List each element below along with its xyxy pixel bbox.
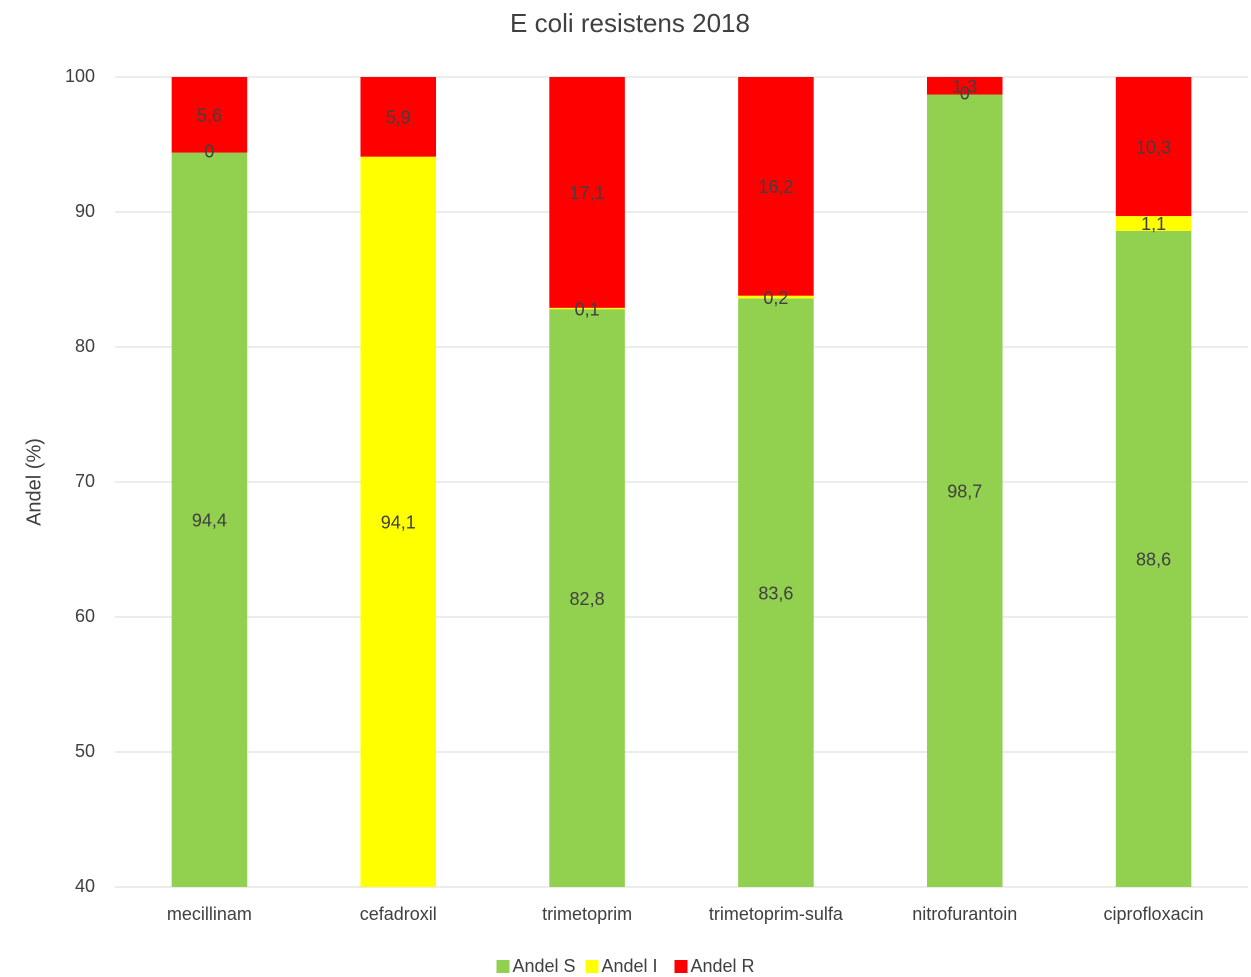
legend-label: Andel R	[691, 956, 755, 976]
legend-swatch	[674, 960, 688, 973]
x-tick-label: ciprofloxacin	[1104, 904, 1204, 924]
legend-swatch	[496, 960, 510, 973]
legend-label: Andel I	[602, 956, 658, 976]
data-label: 82,8	[570, 589, 605, 609]
y-tick-label: 60	[75, 606, 95, 626]
data-label: 10,3	[1136, 137, 1171, 157]
chart-title: E coli resistens 2018	[510, 8, 750, 38]
bar-segment	[738, 295, 814, 299]
data-label: 5,6	[197, 106, 222, 126]
data-label: 0,2	[763, 288, 788, 308]
bar-segment	[926, 77, 1003, 95]
data-label: 17,1	[570, 183, 605, 203]
x-tick-label: cefadroxil	[360, 904, 437, 924]
y-tick-label: 100	[65, 66, 95, 86]
x-tick-label: trimetoprim-sulfa	[709, 904, 844, 924]
data-label: 88,6	[1136, 550, 1171, 570]
bar-segment	[1115, 230, 1192, 887]
data-label: 1,1	[1141, 214, 1166, 234]
bar-segment	[171, 77, 248, 153]
bar-segment	[360, 156, 437, 887]
data-label: 5,9	[386, 108, 411, 128]
bar-segment	[360, 77, 437, 157]
bar-segment	[549, 77, 625, 308]
data-label: 0,1	[575, 299, 600, 319]
y-tick-label: 50	[75, 741, 95, 761]
y-tick-label: 90	[75, 201, 95, 221]
data-label: 94,4	[192, 511, 227, 531]
legend-label: Andel S	[513, 956, 576, 976]
bar-segment	[549, 307, 625, 310]
bar-segment	[171, 152, 248, 888]
y-axis-label: Andel (%)	[23, 438, 45, 526]
data-label: 94,1	[381, 513, 416, 533]
bar-segment	[1115, 77, 1192, 217]
data-label: 0	[960, 83, 970, 103]
bar-segment	[926, 94, 1003, 888]
bar-segment	[549, 309, 625, 887]
legend-swatch	[585, 960, 599, 973]
y-tick-label: 70	[75, 471, 95, 491]
data-label: 1,3	[952, 77, 977, 97]
data-label: 0	[204, 141, 214, 161]
x-tick-label: nitrofurantoin	[912, 904, 1017, 924]
data-label: 83,6	[758, 583, 793, 603]
x-tick-label: mecillinam	[167, 904, 252, 924]
y-tick-label: 80	[75, 336, 95, 356]
x-tick-label: trimetoprim	[542, 904, 632, 924]
data-label: 16,2	[758, 177, 793, 197]
data-label: 98,7	[947, 482, 982, 502]
bar-segment	[738, 298, 814, 887]
bar-segment	[738, 77, 814, 296]
y-tick-label: 40	[75, 876, 95, 896]
bar-segment	[1115, 216, 1192, 231]
